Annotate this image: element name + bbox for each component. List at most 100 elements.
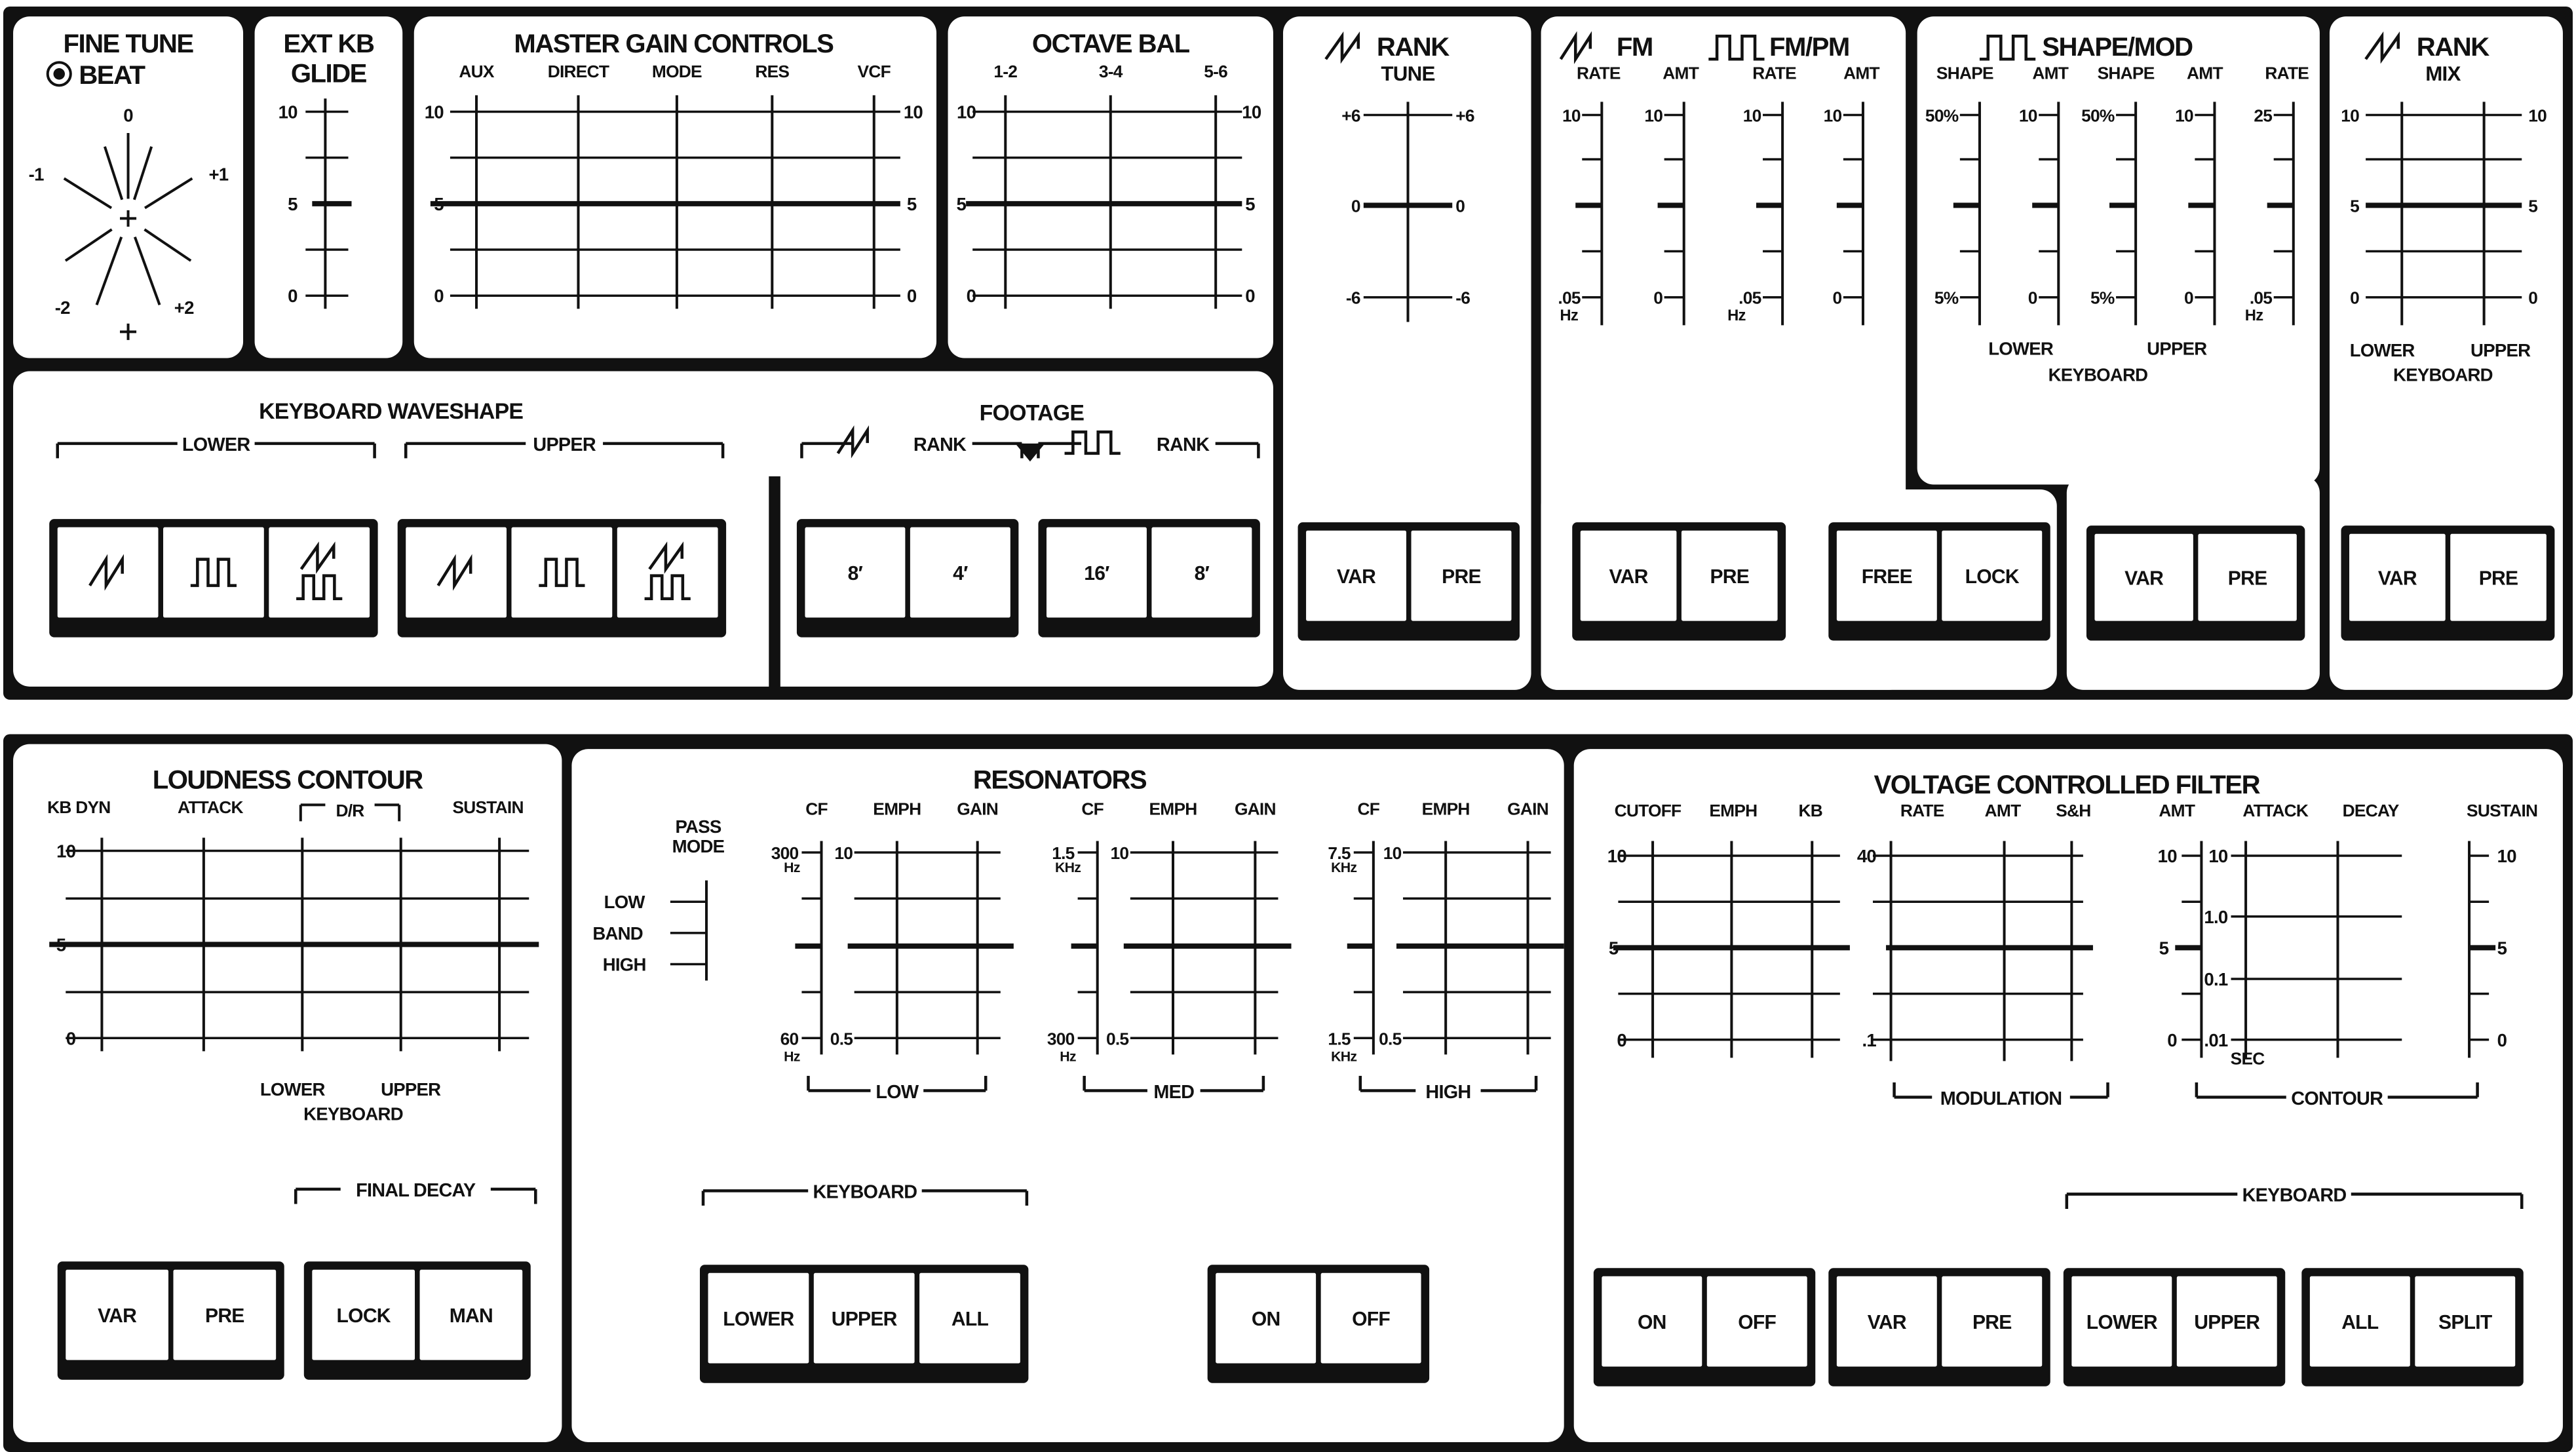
label: 0.5 xyxy=(1379,1029,1401,1048)
button-face[interactable] xyxy=(1602,1276,1702,1367)
loudness-mode-buttons-pre[interactable]: PRE xyxy=(173,1269,277,1360)
label: S&H xyxy=(2056,801,2090,820)
button-face[interactable] xyxy=(406,527,507,618)
button-face[interactable] xyxy=(813,1272,915,1364)
button-face[interactable] xyxy=(1580,530,1677,621)
label: GAIN xyxy=(1507,799,1548,818)
label: AMT xyxy=(2159,801,2195,820)
upper-waveshape-buttons-square[interactable] xyxy=(511,527,613,618)
resonator-power-buttons-off[interactable]: OFF xyxy=(1320,1272,1421,1364)
button-face[interactable] xyxy=(1706,1276,1807,1367)
upper-waveshape-buttons-saw[interactable] xyxy=(406,527,507,618)
final-decay-buttons: LOCK MAN xyxy=(303,1261,531,1380)
button-face[interactable] xyxy=(511,527,613,618)
button-face[interactable] xyxy=(805,527,906,618)
shape-mod-buttons-var[interactable]: VAR xyxy=(2094,533,2193,621)
rank-tune-buttons-pre[interactable]: PRE xyxy=(1411,530,1512,621)
button-face[interactable] xyxy=(2450,533,2547,621)
button-label: LOWER xyxy=(723,1309,794,1330)
rank-mix-buttons-pre[interactable]: PRE xyxy=(2450,533,2547,621)
square-footage-buttons-8ft[interactable]: 8′ xyxy=(1151,527,1252,618)
saw-footage-buttons-8ft[interactable]: 8′ xyxy=(805,527,906,618)
button-label: UPPER xyxy=(832,1309,898,1330)
lower-waveshape-buttons-saw-square[interactable] xyxy=(269,527,370,618)
button-face[interactable] xyxy=(312,1269,415,1360)
resonator-keyboard-buttons-lower[interactable]: LOWER xyxy=(708,1272,809,1364)
button-face[interactable] xyxy=(419,1269,523,1360)
vcf-mode-buttons-var[interactable]: VAR xyxy=(1836,1276,1937,1367)
final-decay-buttons-man[interactable]: MAN xyxy=(419,1269,523,1360)
label: 0.1 xyxy=(2204,969,2227,989)
button-face[interactable] xyxy=(2176,1276,2277,1367)
button-label: ALL xyxy=(2341,1312,2379,1333)
fm-mode-buttons-pre[interactable]: PRE xyxy=(1681,530,1778,621)
vcf-mode-buttons-pre[interactable]: PRE xyxy=(1942,1276,2043,1367)
sawtooth-wave-icon xyxy=(436,554,472,591)
vcf-keyboard-buttons-upper[interactable]: UPPER xyxy=(2176,1276,2277,1367)
final-decay-buttons-lock[interactable]: LOCK xyxy=(312,1269,415,1360)
button-label: VAR xyxy=(1609,566,1649,588)
lower-waveshape-buttons-square[interactable] xyxy=(163,527,264,618)
button-face[interactable] xyxy=(2309,1276,2410,1367)
button-face[interactable] xyxy=(2415,1276,2516,1367)
button-face[interactable] xyxy=(2349,533,2446,621)
vcf-power-buttons-off[interactable]: OFF xyxy=(1706,1276,1807,1367)
button-face[interactable] xyxy=(1216,1272,1317,1364)
button-face[interactable] xyxy=(919,1272,1020,1364)
vcf-split-buttons-split[interactable]: SPLIT xyxy=(2415,1276,2516,1367)
button-face[interactable] xyxy=(2094,533,2193,621)
square-footage-buttons-16ft[interactable]: 16′ xyxy=(1046,527,1147,618)
fm-sync-buttons-lock[interactable]: LOCK xyxy=(1942,530,2043,621)
resonator-keyboard-buttons-all[interactable]: ALL xyxy=(919,1272,1020,1364)
button-face[interactable] xyxy=(1836,1276,1937,1367)
label: 10 xyxy=(957,102,976,122)
beat-knob-icon-dot xyxy=(53,68,66,80)
button-face[interactable] xyxy=(163,527,264,618)
vcf-keyboard-buttons-lower[interactable]: LOWER xyxy=(2071,1276,2172,1367)
button-face[interactable] xyxy=(617,527,718,618)
bracket: HIGH xyxy=(1358,1075,1538,1103)
vcf-split-buttons-all[interactable]: ALL xyxy=(2309,1276,2410,1367)
button-face[interactable] xyxy=(1836,530,1937,621)
resonator-power-buttons-on[interactable]: ON xyxy=(1216,1272,1317,1364)
label: .05 xyxy=(1739,288,1761,308)
shape-mod-buttons-pre[interactable]: PRE xyxy=(2198,533,2297,621)
button-face[interactable] xyxy=(1681,530,1778,621)
button-face[interactable] xyxy=(173,1269,277,1360)
label: 1.0 xyxy=(2204,907,2227,927)
button-face[interactable] xyxy=(1942,1276,2043,1367)
vcf-power-buttons-on[interactable]: ON xyxy=(1602,1276,1702,1367)
button-face[interactable] xyxy=(57,527,159,618)
lower-waveshape-buttons-saw[interactable] xyxy=(57,527,159,618)
button-face[interactable] xyxy=(1942,530,2043,621)
button-face[interactable] xyxy=(1046,527,1147,618)
label: 0 xyxy=(1832,288,1841,308)
rank-tune-buttons-var[interactable]: VAR xyxy=(1306,530,1407,621)
button-face[interactable] xyxy=(66,1269,168,1360)
label: EMPH xyxy=(1709,801,1757,820)
label: RANK xyxy=(1377,33,1450,62)
label: -6 xyxy=(1346,288,1360,308)
button-face[interactable] xyxy=(269,527,370,618)
bracket: LOW xyxy=(807,1075,988,1103)
fm-mode-buttons-var[interactable]: VAR xyxy=(1580,530,1677,621)
button-label: 16′ xyxy=(1084,563,1109,584)
button-face[interactable] xyxy=(1151,527,1252,618)
fm-sync-buttons-free[interactable]: FREE xyxy=(1836,530,1937,621)
resonator-keyboard-buttons-upper[interactable]: UPPER xyxy=(813,1272,915,1364)
loudness-mode-buttons-var[interactable]: VAR xyxy=(66,1269,168,1360)
panel-title: FINE TUNE xyxy=(63,29,193,58)
saw-footage-buttons-4ft[interactable]: 4′ xyxy=(910,527,1010,618)
button-face[interactable] xyxy=(2071,1276,2172,1367)
button-face[interactable] xyxy=(1320,1272,1421,1364)
upper-waveshape-buttons-saw-square[interactable] xyxy=(617,527,718,618)
label: +6 xyxy=(1455,106,1474,126)
button-face[interactable] xyxy=(1411,530,1512,621)
rank-mix-buttons-var[interactable]: VAR xyxy=(2349,533,2446,621)
label: CF xyxy=(805,799,828,818)
button-face[interactable] xyxy=(2198,533,2297,621)
button-label: 4′ xyxy=(953,563,968,584)
button-face[interactable] xyxy=(708,1272,809,1364)
button-face[interactable] xyxy=(1306,530,1407,621)
button-face[interactable] xyxy=(910,527,1010,618)
